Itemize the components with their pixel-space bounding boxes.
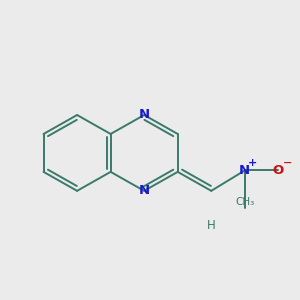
Text: O: O (273, 164, 284, 177)
Text: N: N (139, 109, 150, 122)
Text: N: N (139, 184, 150, 197)
Text: −: − (282, 158, 292, 168)
Text: CH₃: CH₃ (235, 197, 254, 207)
Text: +: + (248, 158, 258, 168)
Text: H: H (207, 218, 216, 232)
Text: N: N (239, 164, 250, 177)
